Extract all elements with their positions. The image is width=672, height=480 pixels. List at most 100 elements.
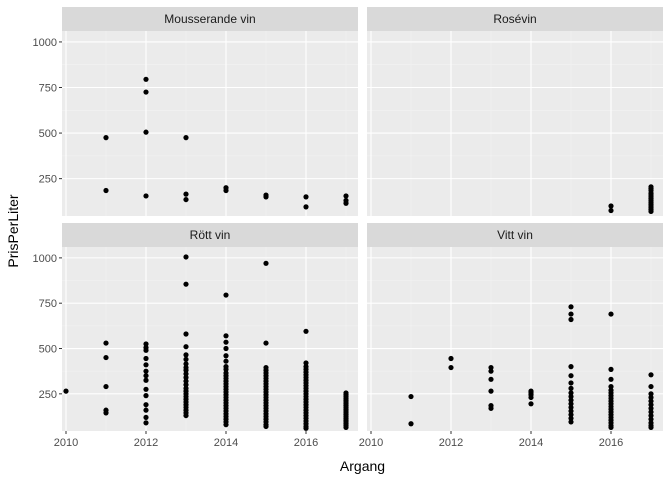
data-point: [143, 76, 149, 82]
y-tick-label: 500: [39, 344, 57, 356]
y-tick-label: 250: [39, 174, 57, 186]
data-point: [183, 378, 189, 384]
data-point: [608, 311, 614, 317]
data-point: [103, 354, 109, 361]
data-point: [223, 333, 229, 339]
data-point: [183, 412, 189, 419]
data-point: [608, 203, 614, 209]
data-point: [263, 260, 269, 266]
data-point: [183, 374, 189, 381]
data-point: [648, 398, 654, 404]
data-point: [488, 364, 494, 371]
data-point: [143, 386, 149, 392]
data-point: [223, 187, 229, 194]
facet-strip-label: Rött vin: [190, 228, 231, 242]
facet-strip: [62, 223, 358, 247]
facet-strip: [367, 7, 663, 31]
data-point: [143, 368, 149, 374]
data-point: [183, 191, 189, 197]
data-point: [568, 380, 574, 386]
y-tick-label: 250: [39, 389, 57, 401]
data-point: [648, 383, 654, 390]
data-point: [183, 344, 189, 350]
axes-layer: 250 500 750 1000 250 500 750 1000 2010 2012 2014 20…: [33, 37, 624, 449]
data-point: [183, 382, 189, 388]
data-point: [448, 364, 454, 371]
data-point: [183, 135, 189, 141]
data-point: [223, 366, 229, 372]
panel-mousserande-vin: Mousserande vin: [62, 7, 358, 216]
panel-background: [62, 31, 358, 216]
data-point: [183, 254, 189, 260]
y-axis-title: PrisPerLiter: [5, 194, 21, 267]
data-point: [183, 352, 189, 358]
data-point: [608, 383, 614, 390]
data-point: [648, 402, 654, 408]
data-point: [143, 393, 149, 399]
data-point: [568, 373, 574, 379]
data-point: [103, 340, 109, 346]
panel-background: [367, 31, 663, 216]
data-point: [343, 193, 349, 199]
data-point: [143, 355, 149, 362]
data-point: [103, 410, 109, 416]
facet-strip-label: Vitt vin: [497, 228, 533, 242]
data-point: [183, 196, 189, 203]
data-point: [608, 207, 614, 214]
data-point: [648, 394, 654, 401]
data-point: [183, 371, 189, 377]
data-point: [223, 339, 229, 345]
data-point: [303, 194, 309, 200]
data-point: [568, 364, 574, 370]
data-point: [143, 373, 149, 379]
data-point: [648, 424, 654, 430]
y-tick-label: 500: [39, 128, 57, 140]
panel-background: [367, 247, 663, 431]
panels-layer: Mousserande vin Rosévin Rött vin Vitt vin: [62, 7, 663, 431]
data-point: [183, 356, 189, 362]
data-point: [568, 304, 574, 310]
data-point: [568, 408, 574, 414]
data-point: [608, 376, 614, 382]
y-tick-label: 1000: [33, 253, 57, 265]
data-point: [183, 331, 189, 337]
data-point: [103, 383, 109, 390]
data-point: [143, 377, 149, 383]
data-point: [408, 393, 414, 400]
data-point: [568, 415, 574, 421]
data-point: [143, 402, 149, 408]
data-point: [568, 401, 574, 407]
facet-strip-label: Rosévin: [493, 12, 536, 26]
panel-vitt-vin: Vitt vin: [367, 223, 663, 431]
x-tick-label: 2016: [294, 437, 318, 449]
facet-strip: [62, 7, 358, 31]
y-tick-label: 1000: [33, 37, 57, 49]
data-point: [648, 391, 654, 397]
facet-strip: [367, 223, 663, 247]
data-point: [263, 194, 269, 200]
data-point: [63, 388, 69, 394]
data-point: [303, 360, 309, 366]
x-tick-label: 2014: [519, 437, 543, 449]
data-point: [263, 340, 269, 346]
data-point: [568, 390, 574, 396]
data-point: [568, 316, 574, 323]
data-point: [303, 425, 309, 431]
data-point: [488, 376, 494, 382]
x-tick-label: 2010: [54, 437, 78, 449]
y-tick-label: 750: [39, 83, 57, 95]
y-tick-label: 750: [39, 298, 57, 310]
data-point: [568, 385, 574, 391]
data-point: [143, 420, 149, 426]
x-tick-label: 2016: [599, 437, 623, 449]
x-tick-label: 2014: [214, 437, 238, 449]
data-point: [343, 200, 349, 206]
data-point: [648, 409, 654, 415]
data-point: [448, 355, 454, 362]
data-point: [648, 405, 654, 411]
data-point: [143, 407, 149, 413]
data-point: [648, 208, 654, 215]
data-point: [103, 187, 109, 194]
data-point: [103, 135, 109, 141]
